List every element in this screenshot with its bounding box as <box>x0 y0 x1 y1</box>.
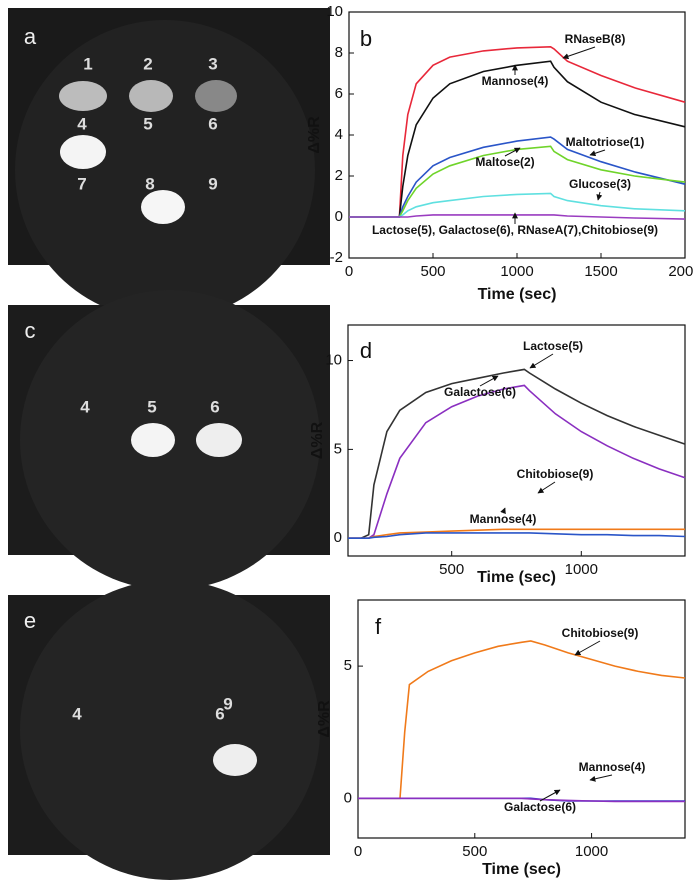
annotation-arrow <box>504 147 521 157</box>
y-tick-label: -2 <box>330 249 343 266</box>
y-tick-label: 0 <box>334 529 342 546</box>
photo-well <box>15 20 315 320</box>
panel-label: d <box>360 338 372 363</box>
panel-label: a <box>24 24 37 49</box>
spot-number: 6 <box>208 114 217 133</box>
annotation-arrow <box>596 191 603 201</box>
spot-number: 8 <box>145 174 154 193</box>
x-tick-label: 2000 <box>668 263 693 280</box>
series-label: Chitobiose(9) <box>517 467 594 481</box>
y-tick-label: 8 <box>335 44 343 61</box>
y-tick-label: 6 <box>335 85 343 102</box>
line-series <box>348 532 686 539</box>
line-series <box>349 145 686 218</box>
series-label: Galactose(6) <box>504 800 576 814</box>
photo-spot <box>196 423 242 457</box>
photo-well <box>20 580 320 880</box>
x-axis-label: Time (sec) <box>477 569 556 586</box>
spot-number: 4 <box>80 397 90 416</box>
y-axis-label: Δ%R <box>309 421 326 459</box>
y-tick-label: 4 <box>335 126 343 143</box>
y-tick-label: 0 <box>335 208 343 225</box>
photo-spot <box>59 81 107 111</box>
annotation-arrow <box>479 375 499 387</box>
photo-spot <box>60 135 106 169</box>
annotation-arrow <box>539 789 561 802</box>
spot-number: 7 <box>77 174 86 193</box>
x-tick-label: 1500 <box>584 263 617 280</box>
spot-number: 9 <box>208 174 217 193</box>
spot-number: 1 <box>83 54 92 73</box>
panel-label: c <box>25 318 36 343</box>
spot-number: 5 <box>147 397 156 416</box>
annotation-arrow <box>574 640 601 656</box>
spot-number: 2 <box>143 54 152 73</box>
spot-number: 3 <box>208 54 217 73</box>
x-axis-label: Time (sec) <box>478 286 557 303</box>
photo-spot <box>129 80 173 112</box>
series-label: Glucose(3) <box>569 177 631 191</box>
series-label: Mannose(4) <box>482 74 549 88</box>
spot-number: 6 <box>210 397 219 416</box>
plot-frame <box>347 324 686 557</box>
x-tick-label: 1000 <box>565 561 598 578</box>
line-series <box>349 45 686 218</box>
line-series <box>358 640 686 800</box>
line-series <box>349 192 686 218</box>
line-series <box>348 384 686 539</box>
panel-label: e <box>24 608 36 633</box>
spot-number: 4 <box>77 114 87 133</box>
x-tick-label: 500 <box>462 843 487 860</box>
photo-spot <box>195 80 237 112</box>
series-label: Maltose(2) <box>475 155 534 169</box>
x-tick-label: 1000 <box>575 843 608 860</box>
annotation-arrow <box>537 481 556 494</box>
y-axis-label: Δ%R <box>306 116 323 154</box>
series-label: Lactose(5), Galactose(6), RNaseA(7),Chit… <box>372 223 658 237</box>
photo-spot <box>141 190 185 224</box>
spot-number: 9 <box>223 694 232 713</box>
photo-spot <box>213 744 257 776</box>
photo-spot <box>131 423 175 457</box>
series-label: Maltotriose(1) <box>566 135 645 149</box>
plot-frame <box>357 599 686 839</box>
series-label: Mannose(4) <box>579 760 646 774</box>
line-series <box>348 528 685 539</box>
x-tick-label: 500 <box>439 561 464 578</box>
x-tick-label: 0 <box>345 263 353 280</box>
annotation-arrow <box>589 149 606 157</box>
annotation-arrow <box>562 46 596 60</box>
spot-number: 6 <box>215 704 224 723</box>
y-tick-label: 5 <box>344 657 352 674</box>
spot-number: 4 <box>72 704 82 723</box>
series-label: Chitobiose(9) <box>562 626 639 640</box>
series-label: RNaseB(8) <box>565 32 626 46</box>
panel-label: f <box>375 614 382 639</box>
panel-label: b <box>360 26 372 51</box>
y-tick-label: 10 <box>326 3 343 20</box>
line-series <box>348 368 686 539</box>
series-label: Mannose(4) <box>470 512 537 526</box>
x-tick-label: 0 <box>354 843 362 860</box>
y-tick-label: 2 <box>335 167 343 184</box>
x-tick-label: 500 <box>420 263 445 280</box>
line-series <box>349 136 686 218</box>
y-tick-label: 5 <box>334 440 342 457</box>
annotation-arrow <box>529 353 554 369</box>
annotation-arrow <box>589 774 613 782</box>
line-series <box>358 797 685 803</box>
series-label: Galactose(6) <box>444 385 516 399</box>
annotation-arrow <box>500 507 506 515</box>
y-tick-label: 0 <box>344 789 352 806</box>
series-label: Lactose(5) <box>523 339 583 353</box>
x-axis-label: Time (sec) <box>482 861 561 878</box>
y-tick-label: 10 <box>325 352 342 369</box>
line-series <box>349 60 686 218</box>
y-axis-label: Δ%R <box>316 700 333 738</box>
spot-number: 5 <box>143 114 152 133</box>
x-tick-label: 1000 <box>500 263 533 280</box>
line-series <box>349 214 686 220</box>
